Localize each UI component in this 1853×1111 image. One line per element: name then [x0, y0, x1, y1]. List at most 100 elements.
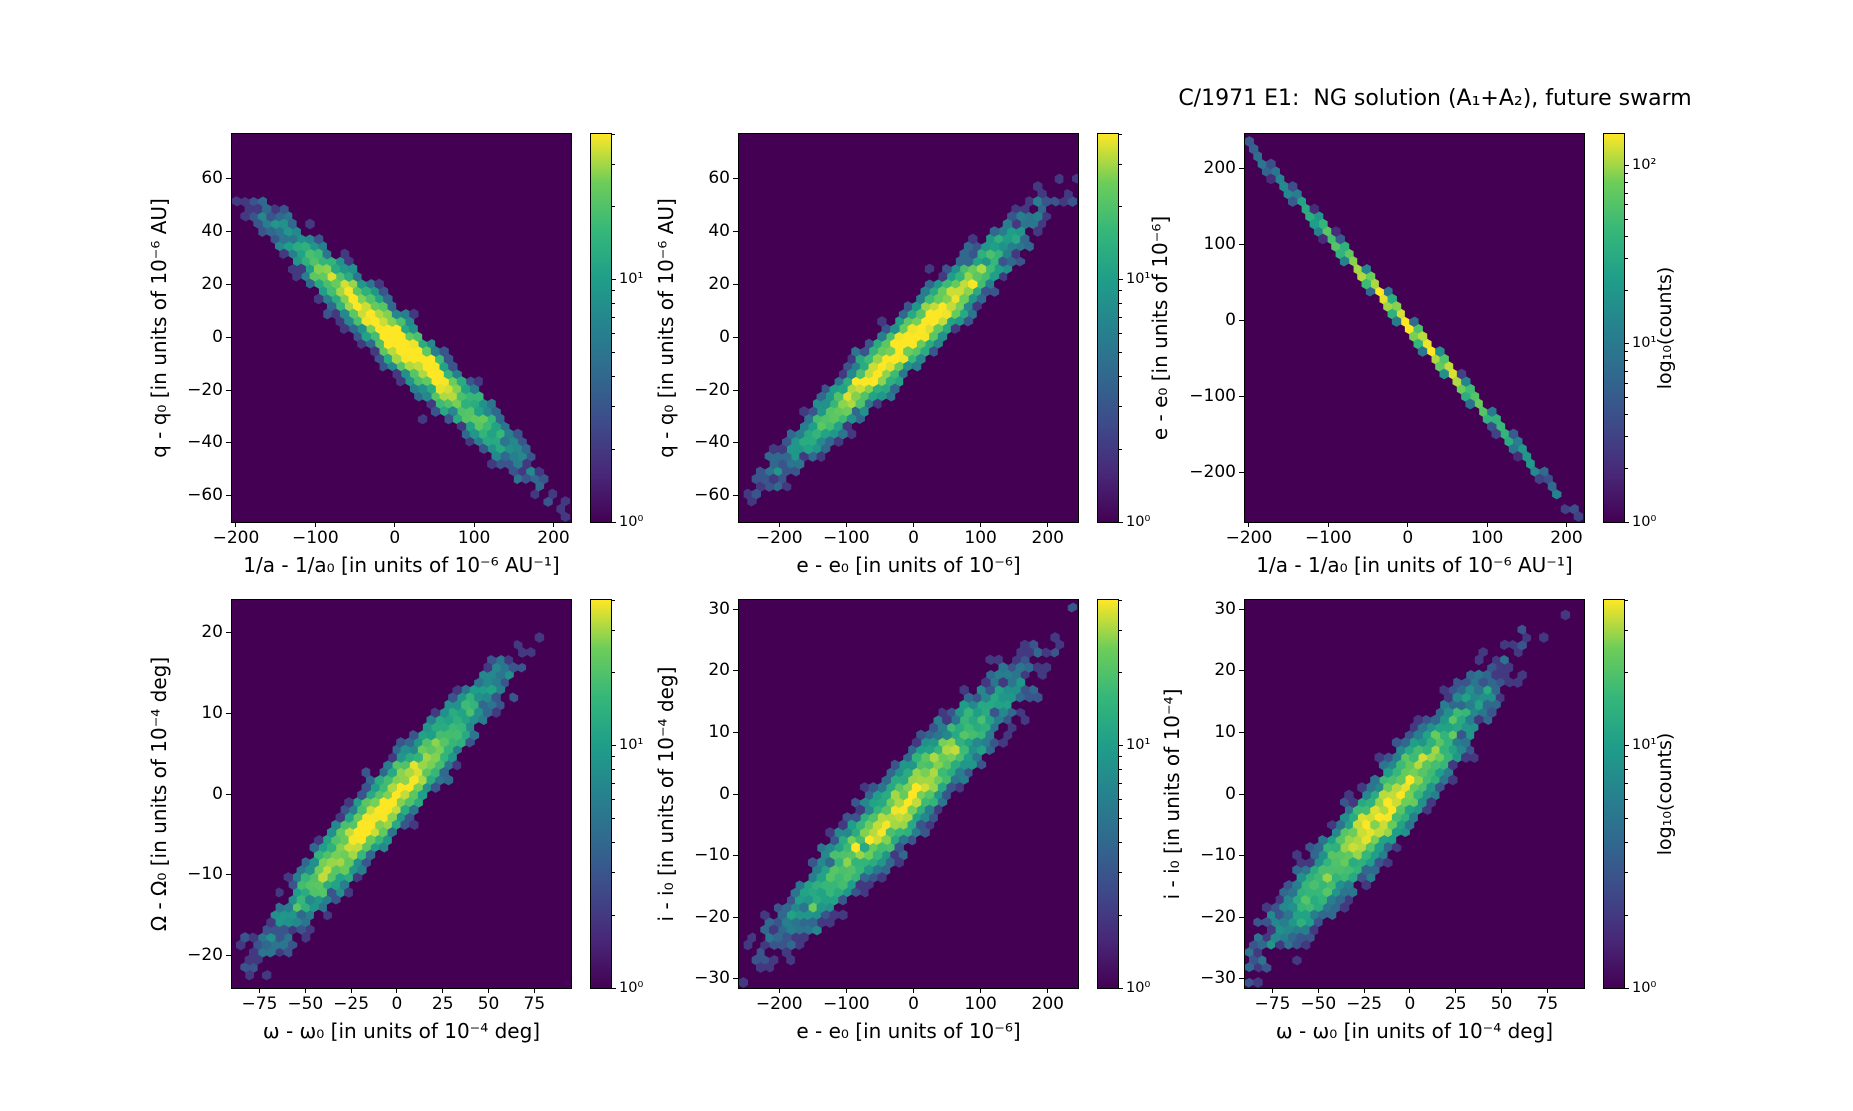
- x-axis-label: ω - ω₀ [in units of 10⁻⁴ deg]: [1275, 1019, 1554, 1043]
- y-tick-label: 0: [719, 783, 730, 804]
- x-tick-label: 100: [457, 528, 491, 548]
- y-tick: [733, 793, 738, 795]
- y-tick-label: 20: [1214, 660, 1236, 681]
- colorbar-minor-tick: [1119, 599, 1122, 601]
- x-tick: [1455, 989, 1457, 993]
- x-tick: [1546, 989, 1548, 993]
- y-axis-label: i - i₀ [in units of 10⁻⁴]: [1160, 688, 1184, 900]
- y-tick: [733, 231, 738, 233]
- y-tick: [226, 793, 231, 795]
- x-tick: [1566, 523, 1568, 527]
- colorbar-major-tick: [1625, 521, 1629, 523]
- y-tick: [733, 495, 738, 497]
- colorbar-minor-tick: [1625, 218, 1628, 220]
- x-tick-label: 0: [1402, 528, 1414, 548]
- y-tick: [226, 336, 231, 338]
- y-tick: [733, 855, 738, 857]
- x-tick-label: −100: [1305, 528, 1352, 548]
- x-tick-label: −200: [755, 528, 803, 548]
- y-tick-label: −60: [694, 485, 730, 506]
- y-tick: [1239, 395, 1244, 397]
- colorbar-top-left: [590, 133, 612, 523]
- y-tick-label: −60: [187, 485, 223, 506]
- colorbar-minor-tick: [1625, 672, 1628, 674]
- colorbar-tick-label: 10¹: [1126, 737, 1151, 754]
- colorbar-minor-tick: [1625, 629, 1628, 631]
- y-tick: [733, 670, 738, 672]
- colorbar-minor-tick: [1119, 782, 1122, 784]
- colorbar-top-right: [1603, 133, 1625, 523]
- y-tick-label: −100: [1189, 385, 1236, 406]
- colorbar-major-tick: [1625, 987, 1629, 989]
- x-axis-label: e - e₀ [in units of 10⁻⁶]: [796, 1019, 1021, 1043]
- x-tick: [778, 523, 780, 527]
- x-axis-label: e - e₀ [in units of 10⁻⁶]: [796, 553, 1021, 577]
- x-tick-label: 50: [1490, 994, 1513, 1014]
- y-tick-label: 20: [708, 660, 730, 681]
- colorbar-major-tick: [612, 279, 616, 281]
- y-tick-label: −20: [694, 906, 730, 927]
- colorbar-minor-tick: [612, 133, 615, 135]
- y-tick: [226, 442, 231, 444]
- x-tick: [1047, 989, 1049, 993]
- x-tick: [1047, 523, 1049, 527]
- colorbar-minor-tick: [1119, 163, 1122, 165]
- x-tick: [473, 523, 475, 527]
- colorbar-minor-tick: [1625, 756, 1628, 758]
- colorbar-major-tick: [612, 521, 616, 523]
- y-tick-label: 40: [708, 221, 730, 242]
- x-tick: [1363, 989, 1365, 993]
- x-tick-label: 25: [1444, 994, 1467, 1014]
- y-tick: [1239, 793, 1244, 795]
- x-tick: [350, 989, 352, 993]
- x-tick: [1409, 989, 1411, 993]
- colorbar-minor-tick: [1119, 352, 1122, 354]
- colorbar-bottom-middle: [1097, 599, 1119, 989]
- y-tick-label: 30: [1214, 598, 1236, 619]
- x-tick-label: 0: [1404, 994, 1416, 1014]
- colorbar-minor-tick: [1625, 351, 1628, 353]
- colorbar-minor-tick: [1625, 841, 1628, 843]
- y-tick: [1239, 608, 1244, 610]
- colorbar-minor-tick: [612, 316, 615, 318]
- x-tick-label: 200: [1031, 528, 1064, 548]
- colorbar-minor-tick: [612, 448, 615, 450]
- colorbar-minor-tick: [1119, 290, 1122, 292]
- colorbar-minor-tick: [612, 206, 615, 208]
- x-tick: [314, 523, 316, 527]
- x-tick-label: 75: [523, 994, 546, 1014]
- x-tick: [553, 523, 555, 527]
- colorbar-tick-label: 10⁰: [1126, 979, 1151, 996]
- x-tick: [1317, 989, 1319, 993]
- colorbar-minor-tick: [612, 599, 615, 601]
- y-tick: [733, 336, 738, 338]
- y-tick: [1239, 916, 1244, 918]
- colorbar-tick-label: 10¹: [619, 271, 644, 288]
- x-tick-label: 25: [431, 994, 454, 1014]
- colorbar-minor-tick: [612, 782, 615, 784]
- colorbar-tick-label: 10¹: [1632, 335, 1657, 352]
- colorbar-minor-tick: [1119, 871, 1122, 873]
- y-tick-label: −200: [1189, 462, 1236, 483]
- colorbar-minor-tick: [612, 818, 615, 820]
- colorbar-minor-tick: [612, 672, 615, 674]
- y-axis-label: e - e₀ [in units of 10⁻⁶]: [1148, 215, 1172, 441]
- colorbar-minor-tick: [612, 405, 615, 407]
- colorbar-minor-tick: [612, 914, 615, 916]
- y-tick: [1239, 243, 1244, 245]
- x-tick: [1486, 523, 1488, 527]
- y-tick-label: 10: [1214, 721, 1236, 742]
- y-tick: [226, 712, 231, 714]
- y-tick: [1239, 855, 1244, 857]
- colorbar-minor-tick: [612, 290, 615, 292]
- colorbar-minor-tick: [1625, 396, 1628, 398]
- colorbar-minor-tick: [1119, 302, 1122, 304]
- colorbar-minor-tick: [612, 333, 615, 335]
- y-tick: [1239, 167, 1244, 169]
- x-tick: [980, 989, 982, 993]
- x-tick-label: 200: [1031, 994, 1064, 1014]
- y-tick-label: 0: [212, 783, 223, 804]
- colorbar-minor-tick: [612, 163, 615, 165]
- y-tick-label: 200: [1203, 157, 1236, 178]
- x-tick: [394, 523, 396, 527]
